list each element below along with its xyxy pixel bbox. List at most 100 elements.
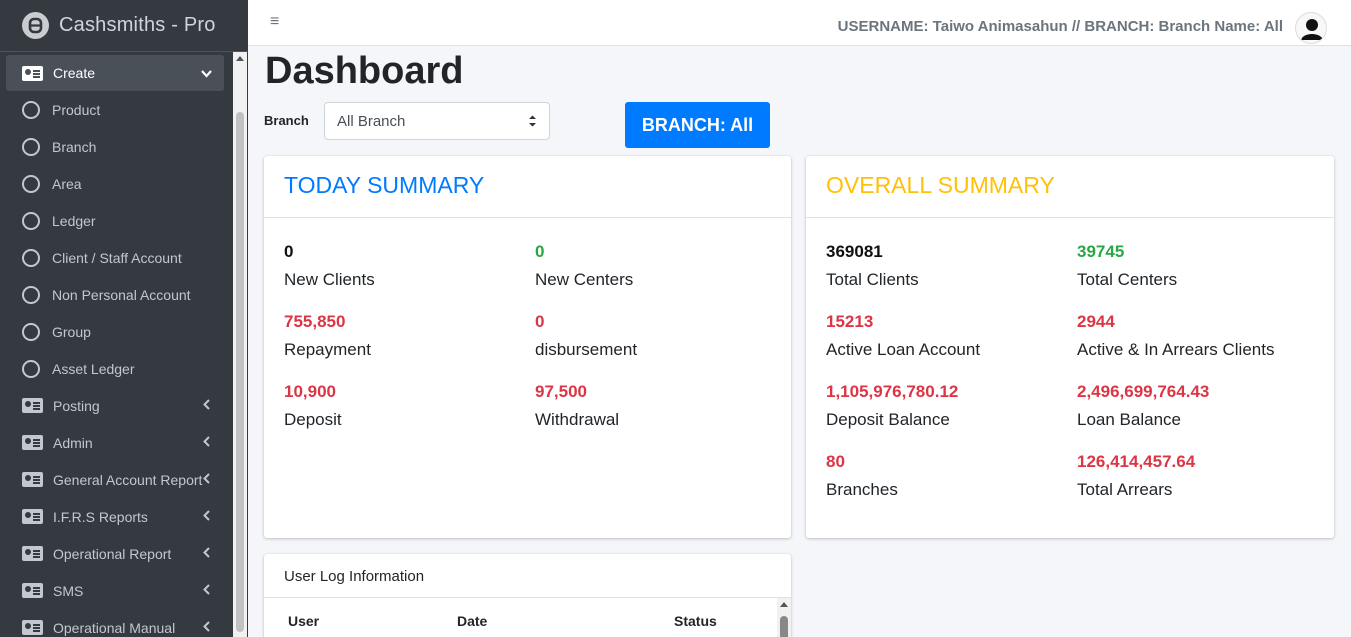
chevron-left-icon — [203, 546, 210, 561]
stat-new-clients: 0 New Clients — [284, 242, 375, 290]
sidebar-item-general-account-report[interactable]: General Account Report — [0, 461, 232, 498]
id-card-icon — [22, 472, 43, 487]
user-avatar-icon[interactable] — [1295, 12, 1327, 44]
circle-icon — [22, 211, 40, 230]
circle-icon — [22, 322, 40, 341]
stat-value: 0 — [535, 242, 545, 261]
stat-active-loan-account: 15213 Active Loan Account — [826, 312, 980, 360]
branch-button[interactable]: BRANCH: All — [625, 102, 770, 148]
scrollbar-thumb[interactable] — [236, 112, 244, 632]
sidebar-item-product[interactable]: Product — [0, 91, 232, 128]
stat-label: Withdrawal — [535, 410, 620, 429]
today-summary-title: TODAY SUMMARY — [264, 156, 791, 218]
stat-label: Active & In Arrears Clients — [1077, 340, 1275, 359]
stat-label: Repayment — [284, 340, 371, 359]
chevron-left-icon — [203, 583, 210, 598]
column-header-date[interactable]: Date — [457, 613, 488, 629]
hamburger-menu-icon[interactable]: ≡ — [270, 13, 280, 30]
stat-label: New Clients — [284, 270, 375, 289]
sidebar-item-label: Area — [52, 175, 82, 192]
sidebar-nav: Create Product Branch Area Ledger Client… — [0, 55, 232, 637]
id-card-icon — [22, 435, 43, 450]
sidebar-item-branch[interactable]: Branch — [0, 128, 232, 165]
stat-deposit-balance: 1,105,976,780.12 Deposit Balance — [826, 382, 958, 430]
sidebar-item-label: Non Personal Account — [52, 286, 191, 303]
stat-label: Deposit — [284, 410, 342, 429]
stat-total-clients: 369081 Total Clients — [826, 242, 919, 290]
stat-value: 2944 — [1077, 312, 1115, 331]
branch-select[interactable]: All Branch — [324, 102, 550, 140]
stat-value: 755,850 — [284, 312, 346, 331]
chevron-left-icon — [203, 398, 210, 413]
stat-value: 80 — [826, 452, 845, 471]
column-header-status[interactable]: Status — [674, 613, 717, 629]
sidebar-item-label: Product — [52, 101, 101, 118]
circle-icon — [22, 248, 40, 267]
branch-select-value: All Branch — [337, 113, 406, 130]
stat-active-arrears-clients: 2944 Active & In Arrears Clients — [1077, 312, 1274, 360]
sidebar-item-operational-report[interactable]: Operational Report — [0, 535, 232, 572]
sidebar: Cashsmiths - Pro Create Product Branch A… — [0, 0, 248, 637]
stat-label: disbursement — [535, 340, 638, 359]
sidebar-item-label: Posting — [53, 397, 100, 414]
sidebar-item-label: General Account Report — [53, 471, 203, 488]
circle-icon — [22, 174, 40, 193]
top-navbar: ≡ USERNAME: Taiwo Animasahun // BRANCH: … — [248, 0, 1351, 46]
sidebar-item-ledger[interactable]: Ledger — [0, 202, 232, 239]
sidebar-item-label: Admin — [53, 434, 93, 451]
sidebar-item-client-staff-account[interactable]: Client / Staff Account — [0, 239, 232, 276]
sidebar-scrollbar[interactable] — [233, 52, 247, 637]
stat-value: 1,105,976,780.12 — [826, 382, 959, 401]
chevron-left-icon — [203, 472, 210, 487]
id-card-icon — [22, 398, 43, 413]
sidebar-item-label: Operational Manual — [53, 619, 176, 636]
stat-label: Deposit Balance — [826, 410, 950, 429]
stat-disbursement: 0 disbursement — [535, 312, 637, 360]
stat-label: Active Loan Account — [826, 340, 981, 359]
scroll-up-arrow-icon[interactable] — [780, 602, 788, 607]
stat-deposit: 10,900 Deposit — [284, 382, 342, 430]
sidebar-item-label: Group — [52, 323, 91, 340]
sidebar-item-ifrs-reports[interactable]: I.F.R.S Reports — [0, 498, 232, 535]
page-title: Dashboard — [265, 50, 464, 92]
column-header-user[interactable]: User — [288, 613, 320, 629]
user-log-title: User Log Information — [264, 554, 791, 598]
chevron-left-icon — [203, 620, 210, 635]
user-log-scrollbar[interactable] — [777, 598, 791, 637]
stat-value: 0 — [535, 312, 545, 331]
stat-total-arrears: 126,414,457.64 Total Arrears — [1077, 452, 1195, 500]
id-card-icon — [22, 546, 43, 561]
sidebar-item-non-personal-account[interactable]: Non Personal Account — [0, 276, 232, 313]
stat-label: Total Centers — [1077, 270, 1178, 289]
id-card-icon — [22, 583, 43, 598]
stat-value: 97,500 — [535, 382, 587, 401]
sidebar-item-create[interactable]: Create — [6, 55, 224, 91]
sidebar-item-sms[interactable]: SMS — [0, 572, 232, 609]
sidebar-item-posting[interactable]: Posting — [0, 387, 232, 424]
sidebar-item-operational-manual[interactable]: Operational Manual — [0, 609, 232, 637]
sidebar-item-area[interactable]: Area — [0, 165, 232, 202]
stat-branches: 80 Branches — [826, 452, 898, 500]
sidebar-item-label: Asset Ledger — [52, 360, 135, 377]
id-card-icon — [22, 65, 43, 81]
brand[interactable]: Cashsmiths - Pro — [0, 0, 248, 52]
circle-icon — [22, 285, 40, 304]
stat-value: 126,414,457.64 — [1077, 452, 1196, 471]
stat-value: 15213 — [826, 312, 874, 331]
circle-icon — [22, 100, 40, 119]
scroll-up-arrow-icon[interactable] — [236, 56, 244, 61]
stat-value: 39745 — [1077, 242, 1125, 261]
sidebar-item-asset-ledger[interactable]: Asset Ledger — [0, 350, 232, 387]
scrollbar-thumb[interactable] — [780, 616, 788, 637]
brand-logo-icon — [22, 12, 49, 39]
sidebar-item-label: Operational Report — [53, 545, 172, 562]
sidebar-item-group[interactable]: Group — [0, 313, 232, 350]
stat-value: 0 — [284, 242, 294, 261]
user-info: USERNAME: Taiwo Animasahun // BRANCH: Br… — [837, 18, 1283, 35]
id-card-icon — [22, 509, 43, 524]
sidebar-item-admin[interactable]: Admin — [0, 424, 232, 461]
overall-summary-card: OVERALL SUMMARY 369081 Total Clients 397… — [806, 156, 1334, 538]
sidebar-item-label: Client / Staff Account — [52, 249, 182, 266]
select-arrows-icon — [528, 114, 537, 129]
stat-label: Loan Balance — [1077, 410, 1181, 429]
